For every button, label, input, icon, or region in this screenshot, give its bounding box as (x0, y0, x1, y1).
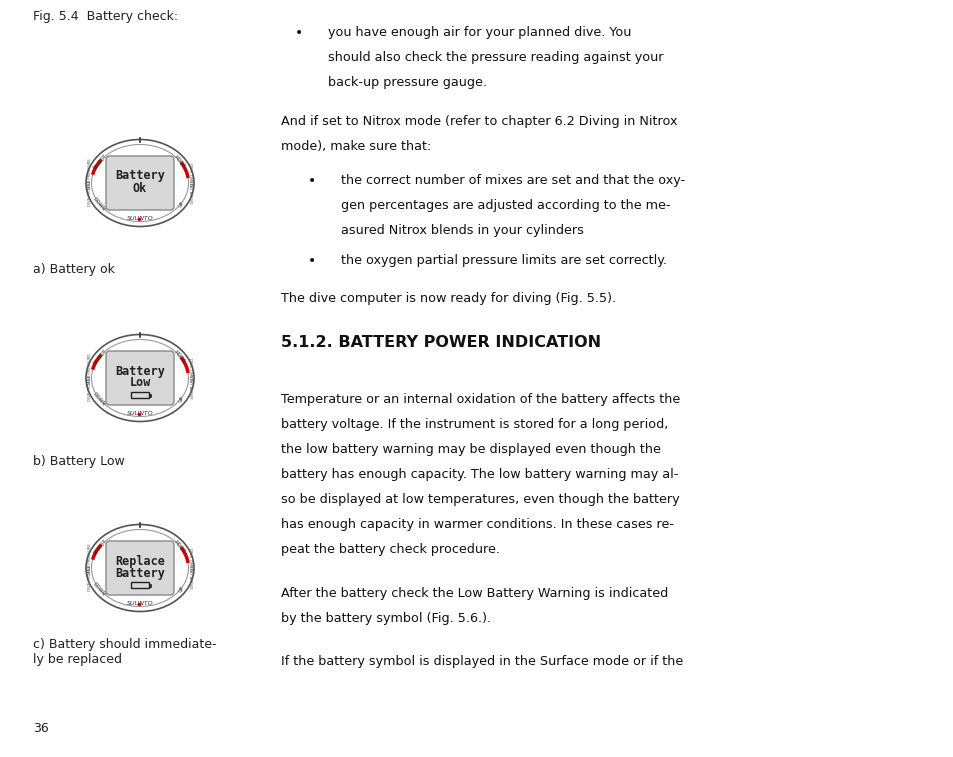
Text: the oxygen partial pressure limits are set correctly.: the oxygen partial pressure limits are s… (341, 254, 666, 266)
Text: 5.1.2. BATTERY POWER INDICATION: 5.1.2. BATTERY POWER INDICATION (281, 335, 601, 350)
Text: battery has enough capacity. The low battery warning may al-: battery has enough capacity. The low bat… (281, 469, 679, 481)
Text: should also check the pressure reading against your: should also check the pressure reading a… (328, 51, 662, 64)
Text: Battery: Battery (115, 566, 165, 580)
Text: SELECT: SELECT (92, 348, 109, 366)
Text: MODE: MODE (172, 350, 186, 364)
Ellipse shape (91, 145, 189, 222)
Text: DIVE TIMER: DIVE TIMER (188, 163, 192, 185)
Ellipse shape (86, 335, 193, 422)
Text: SELECT: SELECT (92, 153, 109, 170)
Ellipse shape (91, 529, 189, 606)
Text: After the battery check the Low Battery Warning is indicated: After the battery check the Low Battery … (281, 587, 668, 600)
Text: STAY ABOVE: STAY ABOVE (188, 180, 192, 204)
Ellipse shape (86, 139, 193, 226)
Text: DOWN: DOWN (91, 391, 106, 407)
Text: gen percentages are adjusted according to the me-: gen percentages are adjusted according t… (341, 199, 670, 212)
Text: Battery: Battery (115, 365, 165, 378)
Text: UP: UP (177, 395, 185, 403)
FancyBboxPatch shape (106, 351, 173, 405)
Text: The dive computer is now ready for diving (Fig. 5.5).: The dive computer is now ready for divin… (281, 292, 616, 305)
FancyBboxPatch shape (149, 584, 151, 587)
Text: a) Battery ok: a) Battery ok (33, 263, 114, 276)
Text: 36: 36 (33, 722, 49, 735)
Text: has enough capacity in warmer conditions. In these cases re-: has enough capacity in warmer conditions… (281, 519, 674, 531)
Text: DOWN: DOWN (91, 197, 106, 212)
Text: DIVE PROFILE: DIVE PROFILE (88, 179, 91, 207)
Text: MODE: MODE (172, 154, 186, 169)
Text: And if set to Nitrox mode (refer to chapter 6.2 Diving in Nitrox: And if set to Nitrox mode (refer to chap… (281, 115, 678, 128)
Text: •: • (294, 26, 303, 40)
Text: b) Battery Low: b) Battery Low (33, 455, 125, 468)
Text: MODE: MODE (172, 540, 186, 554)
Text: DIVE TIMER: DIVE TIMER (188, 548, 192, 570)
Text: TANK PRESSURE: TANK PRESSURE (88, 543, 91, 575)
Text: STAY ABOVE: STAY ABOVE (188, 375, 192, 399)
Text: TANK PRESSURE: TANK PRESSURE (88, 353, 91, 385)
Text: Temperature or an internal oxidation of the battery affects the: Temperature or an internal oxidation of … (281, 394, 680, 407)
Text: you have enough air for your planned dive. You: you have enough air for your planned div… (328, 26, 631, 39)
Text: If the battery symbol is displayed in the Surface mode or if the: If the battery symbol is displayed in th… (281, 655, 683, 668)
Ellipse shape (91, 339, 189, 416)
Text: the correct number of mixes are set and that the oxy-: the correct number of mixes are set and … (341, 174, 684, 187)
Text: •: • (308, 254, 315, 267)
Text: DIVE TIMER: DIVE TIMER (188, 358, 192, 380)
Text: peat the battery check procedure.: peat the battery check procedure. (281, 544, 500, 556)
Text: by the battery symbol (Fig. 5.6.).: by the battery symbol (Fig. 5.6.). (281, 612, 491, 625)
Text: Ok: Ok (132, 182, 147, 195)
Text: asured Nitrox blends in your cylinders: asured Nitrox blends in your cylinders (341, 224, 583, 237)
Text: c) Battery should immediate-
ly be replaced: c) Battery should immediate- ly be repla… (33, 638, 216, 666)
Text: battery voltage. If the instrument is stored for a long period,: battery voltage. If the instrument is st… (281, 419, 668, 431)
Text: DOWN: DOWN (91, 581, 106, 597)
Text: DIVE PROFILE: DIVE PROFILE (88, 375, 91, 401)
Text: UP: UP (177, 585, 185, 593)
Text: back-up pressure gauge.: back-up pressure gauge. (328, 76, 486, 89)
Text: SUUNTO: SUUNTO (127, 216, 153, 221)
FancyBboxPatch shape (106, 541, 173, 595)
Text: Fig. 5.4  Battery check:: Fig. 5.4 Battery check: (33, 10, 178, 23)
Text: so be displayed at low temperatures, even though the battery: so be displayed at low temperatures, eve… (281, 494, 679, 506)
Text: Replace: Replace (115, 554, 165, 568)
Text: UP: UP (177, 200, 185, 208)
Text: SUUNTO: SUUNTO (127, 601, 153, 606)
Text: Battery: Battery (115, 170, 165, 182)
Text: DIVE PROFILE: DIVE PROFILE (88, 565, 91, 591)
Text: STAY ABOVE: STAY ABOVE (188, 565, 192, 589)
Text: Low: Low (130, 376, 151, 390)
Text: •: • (308, 174, 315, 188)
FancyBboxPatch shape (106, 156, 173, 210)
Text: the low battery warning may be displayed even though the: the low battery warning may be displayed… (281, 444, 660, 456)
Ellipse shape (86, 525, 193, 612)
Text: SELECT: SELECT (92, 538, 109, 556)
FancyBboxPatch shape (149, 394, 151, 397)
Text: mode), make sure that:: mode), make sure that: (281, 140, 432, 153)
Text: SUUNTO: SUUNTO (127, 411, 153, 416)
Text: TANK PRESSURE: TANK PRESSURE (88, 158, 91, 190)
